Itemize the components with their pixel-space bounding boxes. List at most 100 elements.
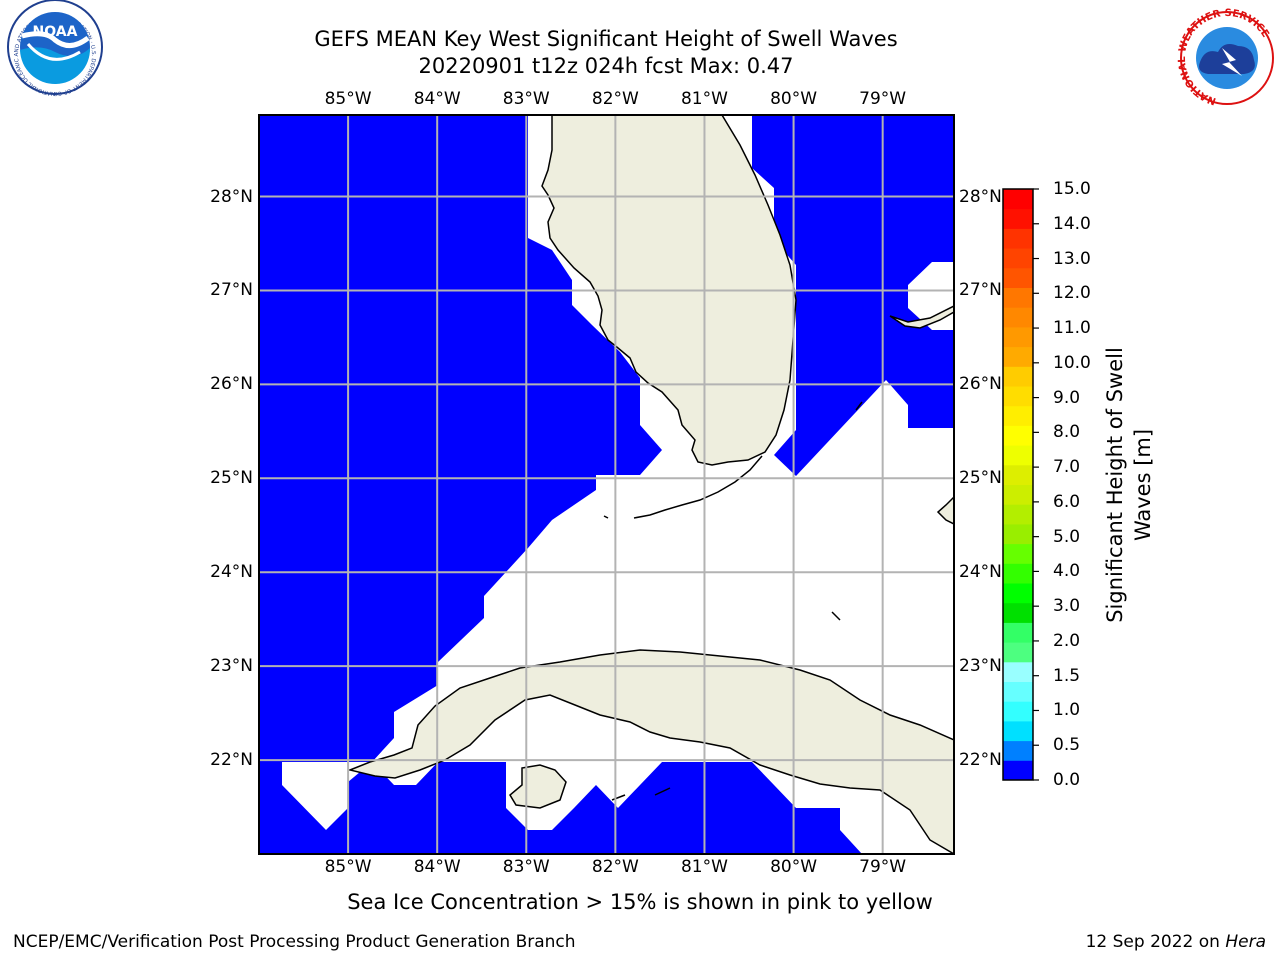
colorbar	[1002, 188, 1039, 781]
colorbar-tick-label: 5.0	[1053, 526, 1081, 547]
colorbar-bin	[1003, 307, 1033, 328]
colorbar-tick-label: 4.0	[1053, 561, 1081, 582]
colorbar-title-line-2: Waves [m]	[1131, 428, 1155, 542]
colorbar-tick-label: 15.0	[1053, 179, 1091, 199]
lat-tick-label-left: 27°N	[210, 280, 253, 301]
lon-tick-label-bottom: 84°W	[413, 857, 461, 877]
colorbar-bin	[1003, 248, 1033, 269]
lat-tick-label-right: 28°N	[959, 186, 1002, 207]
sea-region-atlantic	[752, 115, 954, 476]
key-west	[603, 515, 609, 519]
lat-tick-label-left: 24°N	[210, 562, 253, 583]
bahamas-islet	[855, 401, 863, 411]
colorbar-bin	[1003, 267, 1033, 288]
nws-logo: NATIONAL WEATHER SERVICE	[1177, 8, 1274, 106]
colorbar-bin	[1003, 504, 1033, 525]
colorbar-frame	[1002, 188, 1034, 781]
lat-tick-label-right: 26°N	[959, 374, 1002, 395]
florida-keys	[633, 455, 763, 519]
colorbar-bin	[1003, 740, 1033, 761]
colorbar-bin	[1003, 405, 1033, 426]
cayo-islet-2	[611, 794, 626, 801]
colorbar-bin	[1003, 583, 1033, 604]
lon-tick-label-bottom: 85°W	[324, 857, 372, 877]
colorbar-bin	[1003, 287, 1033, 308]
colorbar-tick-label: 0.5	[1053, 735, 1081, 756]
lon-tick-label-bottom: 83°W	[502, 857, 550, 877]
colorbar-bin	[1003, 523, 1033, 545]
colorbar-tick-label: 9.0	[1053, 387, 1081, 408]
colorbar-bin	[1003, 346, 1033, 367]
map-area	[259, 115, 954, 854]
lat-tick-label-left: 26°N	[210, 374, 253, 395]
colorbar-tick-label: 12.0	[1053, 283, 1091, 304]
map-title: GEFS MEAN Key West Significant Height of…	[314, 27, 898, 51]
colorbar-tick-label: 0.0	[1053, 770, 1081, 790]
colorbar-tick-label: 13.0	[1053, 248, 1091, 269]
colorbar-bin	[1003, 760, 1033, 781]
colorbar-tick-label: 3.0	[1053, 596, 1081, 617]
colorbar-bin	[1003, 661, 1033, 682]
colorbar-bin	[1003, 681, 1033, 702]
colorbar-bin	[1003, 563, 1033, 584]
colorbar-tick-label: 14.0	[1053, 213, 1091, 234]
colorbar-bin	[1003, 720, 1033, 742]
lon-tick-label-top: 83°W	[502, 89, 550, 109]
colorbar-bin	[1003, 386, 1033, 407]
lon-tick-label-bottom: 79°W	[859, 857, 907, 877]
noaa-logo: NATIONAL OCEANIC AND ATMOSPHERIC ADMINIS…	[0, 0, 103, 96]
map-subtitle: 20220901 t12z 024h fcst Max: 0.47	[418, 54, 794, 78]
colorbar-bin	[1003, 425, 1033, 446]
bahamas-land	[889, 305, 954, 329]
colorbar-bin	[1003, 189, 1033, 210]
colorbar-bin	[1003, 208, 1033, 229]
footer-credit: NCEP/EMC/Verification Post Processing Pr…	[13, 932, 576, 952]
colorbar-bin	[1003, 701, 1033, 722]
sea-region-gulf	[259, 115, 662, 854]
footer-date: 12 Sep 2022 on Hera	[1086, 932, 1266, 952]
lat-tick-label-left: 22°N	[210, 750, 253, 771]
lon-tick-label-top: 82°W	[591, 89, 639, 109]
cuba-land	[347, 649, 954, 854]
lon-tick-label-top: 85°W	[324, 89, 372, 109]
sea-region-caribbean	[326, 762, 862, 854]
sea-ice-note: Sea Ice Concentration > 15% is shown in …	[347, 890, 933, 914]
cay-islet	[831, 611, 841, 621]
lat-tick-label-left: 28°N	[210, 186, 253, 207]
lon-tick-label-top: 84°W	[413, 89, 461, 109]
colorbar-tick-label: 2.0	[1053, 630, 1081, 651]
colorbar-title-line-1: Significant Height of Swell	[1103, 347, 1127, 623]
colorbar-bin	[1003, 326, 1033, 348]
colorbar-tick-label: 11.0	[1053, 318, 1091, 339]
andros-land	[936, 495, 954, 525]
sea-region-gulf-corner	[259, 740, 282, 762]
lat-tick-label-right: 27°N	[959, 280, 1002, 301]
colorbar-title: Significant Height of Swell Waves [m]	[1101, 347, 1157, 623]
colorbar-tick-label: 1.5	[1053, 665, 1081, 686]
colorbar-bin	[1003, 642, 1033, 663]
lat-tick-label-left: 23°N	[210, 656, 253, 677]
lon-tick-label-top: 81°W	[680, 89, 728, 109]
colorbar-tick-label: 6.0	[1053, 491, 1081, 512]
lat-tick-label-right: 25°N	[959, 468, 1002, 489]
colorbar-tick-label: 7.0	[1053, 457, 1081, 478]
colorbar-bin	[1003, 464, 1033, 485]
lat-tick-label-right: 23°N	[959, 656, 1002, 677]
colorbar-bin	[1003, 366, 1033, 387]
lat-tick-label-right: 24°N	[959, 562, 1002, 583]
lat-lon-grid	[259, 115, 954, 854]
footer-date-text: 12 Sep 2022 on	[1085, 932, 1226, 952]
lat-tick-label-left: 25°N	[210, 468, 253, 489]
lat-tick-label-right: 22°N	[959, 750, 1002, 771]
noaa-logo-text: NOAA	[33, 24, 78, 40]
lon-tick-label-top: 79°W	[859, 89, 907, 109]
colorbar-tick-label: 8.0	[1053, 422, 1081, 443]
lon-tick-label-bottom: 81°W	[680, 857, 728, 877]
isle-of-youth-land	[509, 764, 567, 809]
footer-host: Hera	[1225, 932, 1266, 952]
lon-tick-label-bottom: 82°W	[591, 857, 639, 877]
cayo-islet	[654, 787, 671, 796]
colorbar-bin	[1003, 622, 1033, 643]
colorbar-bin	[1003, 602, 1033, 623]
